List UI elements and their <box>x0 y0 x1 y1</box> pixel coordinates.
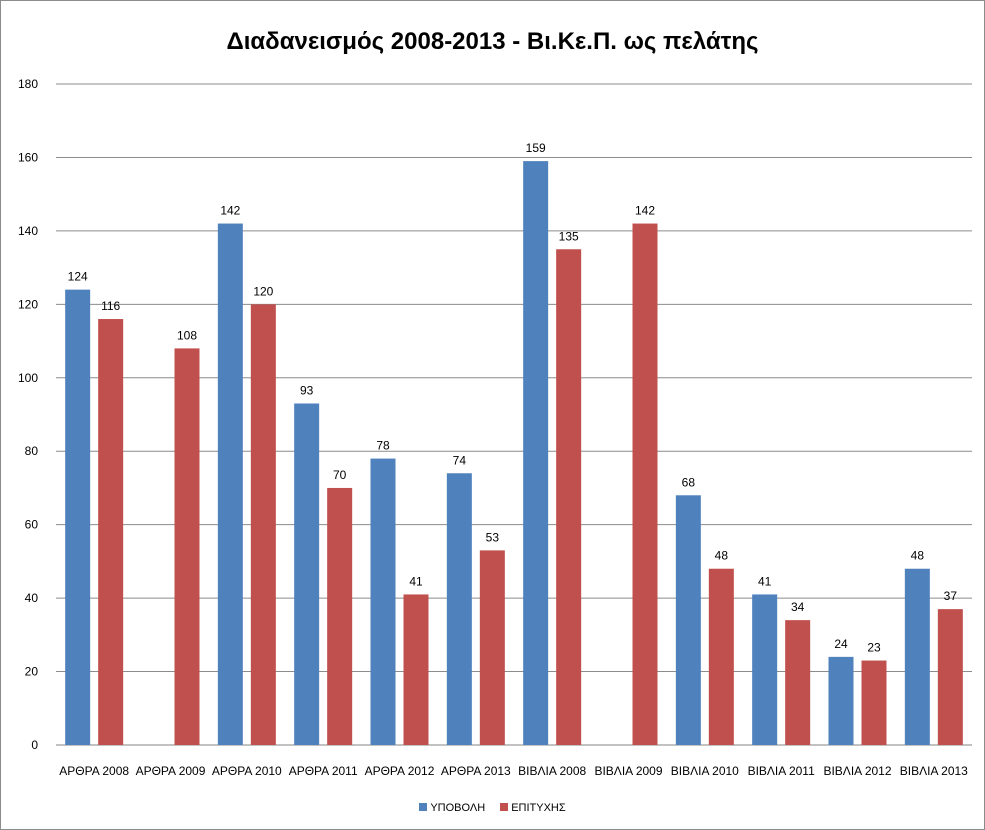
data-label: 93 <box>300 383 314 397</box>
x-axis-categories: ΑΡΘΡΑ 2008 ΑΡΘΡΑ 2009 ΑΡΘΡΑ 2010 ΑΡΘΡΑ 2011… <box>59 764 968 778</box>
data-label: 124 <box>68 270 88 284</box>
bar-series-2 <box>479 550 505 745</box>
data-label: 23 <box>867 641 881 655</box>
x-tick-label: ΑΡΘΡΑ 2008 <box>59 764 129 778</box>
data-label: 135 <box>559 229 579 243</box>
legend-swatch <box>419 803 428 811</box>
bar-series-1 <box>675 495 701 745</box>
y-tick-label: 180 <box>18 77 38 91</box>
data-label: 116 <box>101 299 120 313</box>
data-label: 68 <box>682 475 696 489</box>
data-label: 34 <box>791 600 805 614</box>
legend: ΥΠΟΒΟΛΗ ΕΠΙΤΥΧΗΣ <box>0 802 985 814</box>
bar-series-2 <box>937 609 963 745</box>
bar-series-2 <box>174 348 200 745</box>
y-tick-label: 100 <box>18 371 38 385</box>
bar-series-2 <box>327 487 353 745</box>
gridlines <box>56 83 972 746</box>
data-label: 41 <box>409 574 423 588</box>
legend-label: ΕΠΙΤΥΧΗΣ <box>511 802 566 814</box>
y-tick-label: 60 <box>25 518 39 532</box>
bar-series-1 <box>217 223 243 746</box>
data-label: 48 <box>911 549 925 563</box>
bar-series-1 <box>294 403 320 745</box>
bar-series-1 <box>523 161 549 745</box>
data-labels: 124 116 108 142 120 93 70 78 41 74 53 159 135 142 68 48… <box>68 141 958 654</box>
bar-series-2 <box>632 223 658 746</box>
x-tick-label: ΒΙΒΛΙΑ 2008 <box>518 764 586 778</box>
data-label: 78 <box>376 439 390 453</box>
data-label: 70 <box>333 468 347 482</box>
data-label: 37 <box>944 589 958 603</box>
x-tick-label: ΒΙΒΛΙΑ 2009 <box>594 764 662 778</box>
x-tick-label: ΒΙΒΛΙΑ 2011 <box>748 764 815 778</box>
bar-series-1 <box>828 656 854 745</box>
x-tick-label: ΑΡΘΡΑ 2009 <box>136 764 206 778</box>
data-label: 159 <box>526 141 546 155</box>
y-tick-label: 20 <box>25 665 39 679</box>
y-axis-ticks: 0 20 40 60 80 100 120 140 160 180 <box>18 77 38 752</box>
data-label: 108 <box>177 328 197 342</box>
legend-item-series-1: ΥΠΟΒΟΛΗ <box>419 802 485 814</box>
y-tick-label: 160 <box>18 150 38 164</box>
bar-series-2 <box>250 304 276 745</box>
bar-series-1 <box>446 473 472 745</box>
y-tick-label: 40 <box>25 591 39 605</box>
data-label: 142 <box>635 204 655 218</box>
x-tick-label: ΑΡΘΡΑ 2012 <box>365 764 435 778</box>
y-tick-label: 80 <box>25 444 39 458</box>
data-label: 74 <box>453 453 467 467</box>
bar-series-2 <box>98 319 124 745</box>
y-tick-label: 140 <box>18 224 38 238</box>
legend-swatch <box>500 803 509 811</box>
legend-item-series-2: ΕΠΙΤΥΧΗΣ <box>500 802 566 814</box>
x-tick-label: ΒΙΒΛΙΑ 2012 <box>823 764 891 778</box>
bar-series-1 <box>904 568 930 745</box>
chart-title: Διαδανεισμός 2008-2013 - Βι.Κε.Π. ως πελ… <box>226 28 759 55</box>
bar-series-1 <box>370 458 396 745</box>
bar-series-2 <box>861 660 887 745</box>
bar-series-2 <box>556 249 582 745</box>
x-tick-label: ΑΡΘΡΑ 2013 <box>441 764 511 778</box>
data-label: 142 <box>220 204 240 218</box>
bar-series-2 <box>403 594 429 745</box>
x-tick-label: ΒΙΒΛΙΑ 2010 <box>671 764 739 778</box>
bar-series-1 <box>752 594 778 745</box>
data-label: 24 <box>834 637 848 651</box>
data-label: 53 <box>486 530 500 544</box>
legend-label: ΥΠΟΒΟΛΗ <box>430 802 486 814</box>
y-tick-label: 0 <box>31 738 38 752</box>
bars <box>65 161 963 746</box>
data-label: 48 <box>715 549 729 563</box>
bar-series-2 <box>785 620 811 745</box>
data-label: 41 <box>758 574 772 588</box>
y-tick-label: 120 <box>18 297 38 311</box>
data-label: 120 <box>253 284 273 298</box>
x-tick-label: ΑΡΘΡΑ 2010 <box>212 764 282 778</box>
bar-series-2 <box>708 568 734 745</box>
x-tick-label: ΑΡΘΡΑ 2011 <box>289 764 358 778</box>
x-tick-label: ΒΙΒΛΙΑ 2013 <box>900 764 968 778</box>
bar-series-1 <box>65 289 91 745</box>
